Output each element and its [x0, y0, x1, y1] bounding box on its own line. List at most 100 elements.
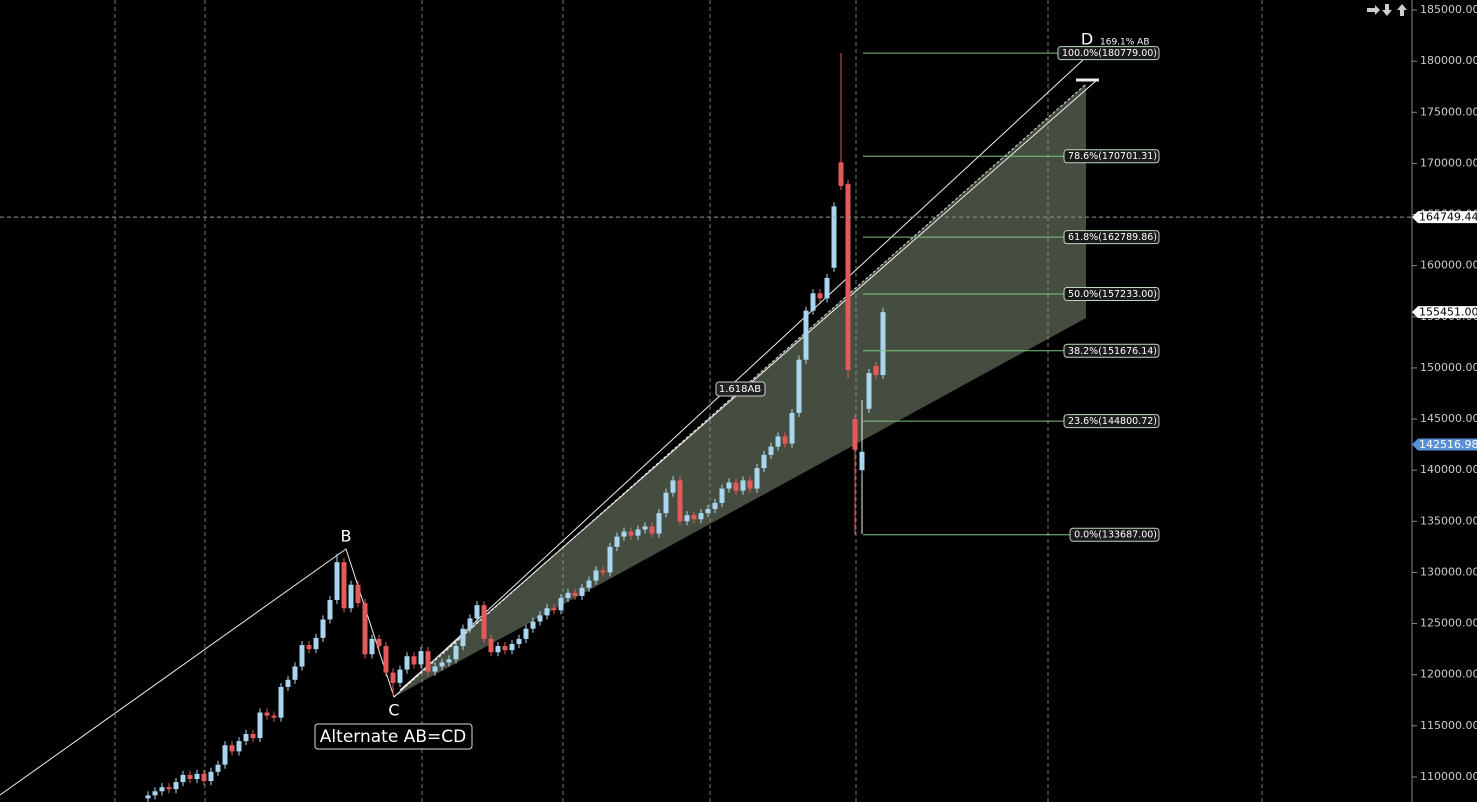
candle-body [257, 712, 263, 739]
candle-body [229, 745, 235, 752]
candle-body [285, 679, 291, 687]
candle-body [313, 637, 319, 650]
candle-body [775, 436, 781, 447]
candle-body [306, 645, 312, 650]
price-tag-label: 142516.98 [1419, 438, 1477, 451]
candle-body [152, 791, 158, 796]
candle-body [523, 628, 529, 639]
candle-body [502, 646, 508, 651]
y-tick-label: 120000.00 [1420, 668, 1477, 681]
y-tick-label: 140000.00 [1420, 463, 1477, 476]
candle-body [362, 603, 368, 655]
candle-body [292, 666, 298, 680]
candle-body [831, 206, 837, 268]
candle-body [369, 638, 375, 655]
y-tick-label: 175000.00 [1420, 105, 1477, 118]
candle-body [719, 488, 725, 503]
candle-body [614, 536, 620, 547]
candle-body [418, 651, 424, 665]
candle-body [600, 570, 606, 573]
toolbar-icons [1367, 4, 1407, 16]
fib-label: 0.0%(133687.00) [1074, 530, 1157, 541]
candle-body [250, 733, 256, 739]
candle-body [789, 412, 795, 444]
pattern-box [314, 723, 473, 750]
fib-label: 23.6%(144800.72) [1068, 416, 1157, 427]
candle-body [810, 293, 816, 311]
candle-body [803, 310, 809, 360]
candle-body [572, 592, 578, 596]
fib-label-box [1063, 230, 1160, 245]
candle-body [628, 531, 634, 536]
candle-body [187, 774, 193, 779]
time-grid [114, 0, 1263, 802]
candle-body [397, 669, 403, 683]
candle-body [663, 492, 669, 514]
candle-body [488, 638, 494, 653]
candle-body [509, 644, 515, 651]
candle-body [327, 600, 333, 620]
candle-body [698, 513, 704, 520]
candle-body [404, 656, 410, 670]
fib-label: 50.0%(157233.00) [1068, 289, 1157, 300]
candle-body [677, 480, 683, 522]
candle-body [754, 468, 760, 489]
candle-body [782, 436, 788, 444]
y-tick-label: 145000.00 [1420, 412, 1477, 425]
candle-body [845, 183, 851, 370]
icon-up [1397, 4, 1407, 16]
fib-label-box [1057, 46, 1160, 61]
candle-body [838, 162, 844, 186]
fib-label-box [1063, 414, 1160, 429]
ratio-box [715, 381, 766, 397]
candle-body [726, 482, 732, 489]
icon-down [1382, 4, 1392, 16]
y-tick-label: 150000.00 [1420, 361, 1477, 374]
price-tag [1412, 211, 1477, 224]
candle-body [383, 646, 389, 673]
candle-body [852, 419, 858, 450]
point-label: C [388, 701, 399, 720]
candle-body [495, 646, 501, 653]
y-tick-label: 180000.00 [1420, 54, 1477, 67]
candle-body [320, 619, 326, 638]
candle-body [474, 605, 480, 619]
candle-body [201, 773, 207, 782]
ab-bc-legs [0, 548, 395, 796]
price-tag [1412, 306, 1477, 319]
candle-body [236, 741, 242, 752]
fib-label-box [1063, 149, 1160, 164]
price-tag [1412, 438, 1477, 451]
y-tick-label: 130000.00 [1420, 565, 1477, 578]
pattern-label: Alternate AB=CD [320, 727, 466, 747]
candle-body [621, 531, 627, 537]
candle-body [866, 373, 872, 409]
y-tick-label: 135000.00 [1420, 514, 1477, 527]
pattern-lines [0, 59, 1099, 796]
price-tag-label: 164749.44 [1419, 211, 1477, 224]
candle-body [467, 618, 473, 629]
candle-body [278, 686, 284, 718]
candle-body [299, 645, 305, 667]
candle-body [747, 480, 753, 489]
point-label: D [1081, 30, 1093, 49]
candle-body [390, 672, 396, 683]
candle-body [376, 638, 382, 647]
candle-body [593, 570, 599, 581]
candle-body [670, 480, 676, 493]
candle-body [481, 605, 487, 639]
candle-body [159, 787, 165, 792]
axis: 110000.00 115000.00 120000.00 125000.00 1300… [1411, 0, 1477, 802]
candle-body [859, 451, 865, 471]
cd-leg [393, 59, 1084, 698]
y-tick-label: 170000.00 [1420, 156, 1477, 169]
candle-body [516, 638, 522, 645]
fib-label: 61.8%(162789.86) [1068, 232, 1157, 243]
candle-body [579, 587, 585, 596]
y-tick-label: 125000.00 [1420, 617, 1477, 630]
candle-body [145, 795, 151, 799]
candle-body [551, 608, 557, 611]
candle-body [817, 293, 823, 299]
candle-body [341, 562, 347, 609]
